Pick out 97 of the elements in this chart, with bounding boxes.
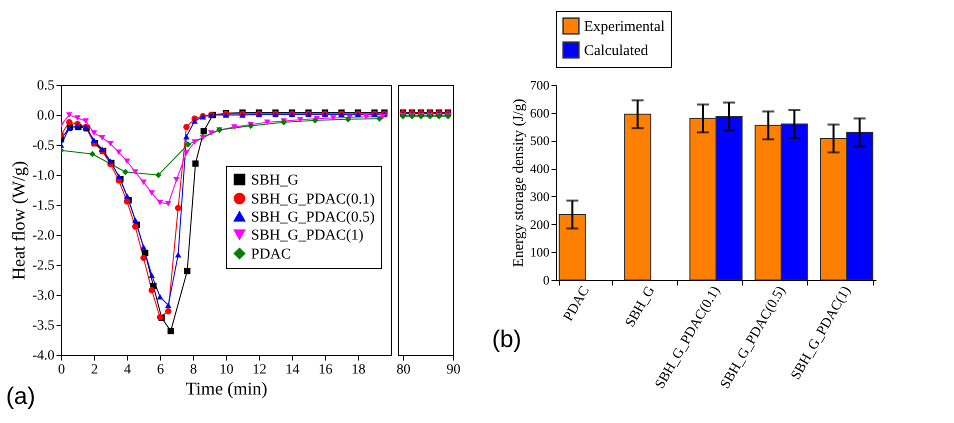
point: [376, 115, 383, 122]
point: [66, 112, 72, 118]
point: [165, 201, 172, 207]
point: [99, 135, 106, 141]
point: [132, 217, 138, 223]
point: [107, 141, 114, 147]
point: [124, 193, 130, 199]
legend-label: SBH_G_PDAC(0.1): [251, 192, 375, 208]
legend-label: SBH_G: [251, 172, 299, 188]
point: [330, 115, 336, 121]
point: [116, 149, 122, 155]
x-tick-label: 14: [286, 362, 300, 378]
point: [297, 117, 304, 123]
point: [191, 118, 198, 124]
point: [174, 204, 182, 212]
x-tick-label: 0: [58, 362, 65, 378]
point: [363, 114, 370, 120]
point: [183, 134, 190, 140]
point: [122, 168, 129, 176]
point: [174, 252, 182, 258]
point: [208, 130, 214, 136]
x-tick-label: 18: [352, 362, 366, 378]
y-axis-title: Heat flow (W/g): [8, 161, 28, 280]
point: [90, 137, 98, 143]
y-tick-label: -2.0: [32, 228, 54, 244]
x-tick-label: 6: [157, 362, 164, 378]
bar: [558, 214, 586, 280]
y-tick-label: 0: [543, 272, 550, 288]
point: [184, 141, 192, 148]
point: [165, 302, 172, 308]
y-tick-label: -0.5: [32, 138, 54, 154]
y-tick-label: -3.5: [32, 318, 54, 334]
y-tick-label: 700: [530, 78, 550, 92]
legend-label: SBH_G_PDAC(0.5): [251, 210, 375, 226]
point: [200, 135, 206, 141]
point: [148, 272, 155, 278]
point: [116, 173, 122, 179]
point: [124, 158, 130, 164]
x-tick-label: 80: [396, 362, 410, 378]
point: [183, 124, 190, 130]
y-tick-label: 500: [530, 133, 550, 148]
point: [82, 118, 89, 124]
legend-label: Calculated: [584, 43, 649, 59]
point: [184, 268, 190, 274]
point: [192, 160, 199, 167]
y-tick-label: 0.0: [37, 108, 54, 124]
y-tick-label: 100: [530, 244, 550, 260]
legend-label: SBH_G_PDAC(1): [251, 228, 364, 244]
y-tick-label: -2.5: [32, 258, 54, 274]
y-tick-label: 600: [530, 105, 550, 120]
x-tick-label: 8: [190, 362, 197, 378]
y-tick-label: -4.0: [32, 348, 54, 364]
text: (a): [6, 383, 36, 410]
y-tick-label: 0.5: [37, 78, 54, 94]
point: [191, 139, 198, 145]
point: [156, 200, 164, 206]
point: [156, 294, 164, 300]
x-tick-label: 4: [124, 362, 131, 378]
x-tick-label: 10: [220, 362, 234, 378]
y-tick-label: -3.0: [32, 288, 54, 304]
point: [140, 179, 147, 185]
point: [148, 190, 155, 196]
point: [380, 114, 386, 120]
y-tick-label: 200: [530, 216, 550, 232]
x-axis-title: Time (min): [186, 378, 268, 398]
legend-label: Experimental: [584, 19, 665, 35]
y-tick-label: -1.0: [32, 168, 54, 184]
y-tick-label: 400: [530, 161, 550, 176]
point: [165, 308, 172, 314]
point: [107, 158, 114, 164]
bar: [624, 114, 652, 280]
point: [231, 124, 238, 130]
x-tick-label: 90: [446, 362, 460, 378]
point: [90, 130, 98, 136]
x-tick-label: 12: [252, 362, 266, 378]
x-tick-label: 16: [318, 362, 332, 378]
point: [89, 150, 96, 158]
point: [132, 169, 138, 175]
point: [264, 119, 270, 125]
x-tick-label: 2: [91, 362, 98, 378]
point: [168, 328, 174, 334]
point: [312, 117, 318, 124]
point: [155, 172, 162, 178]
text: (b): [492, 326, 522, 353]
point: [173, 177, 180, 183]
point: [99, 146, 106, 152]
point: [140, 254, 147, 261]
y-tick-label: 300: [530, 188, 550, 204]
point: [148, 287, 155, 294]
point: [200, 128, 207, 134]
point: [66, 119, 72, 126]
y-tick-label: -1.5: [32, 198, 54, 214]
point: [140, 244, 147, 250]
y-axis-title: Energy storage density (J/g): [511, 98, 527, 268]
point: [74, 115, 81, 121]
legend-label: PDAC: [251, 246, 292, 262]
point: [183, 150, 190, 156]
